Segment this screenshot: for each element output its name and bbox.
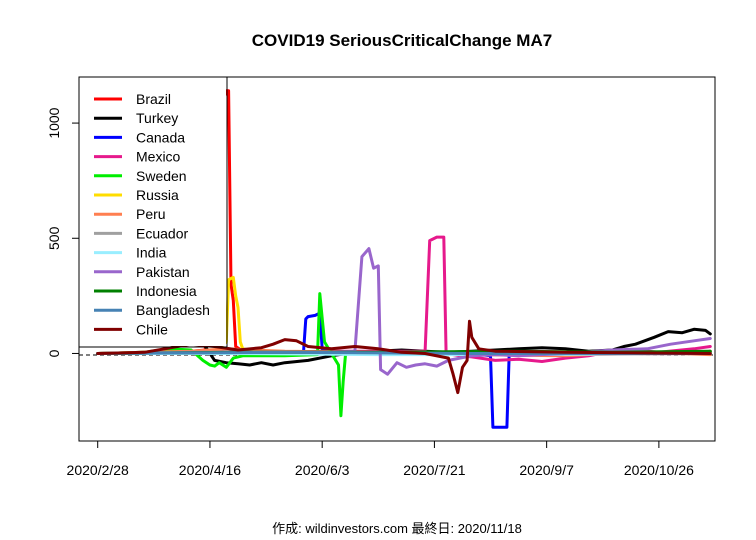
legend-label-mexico: Mexico <box>136 149 181 165</box>
legend-background <box>80 78 226 346</box>
plot-frame <box>78 76 716 442</box>
x-tick-label: 2020/6/3 <box>295 462 350 478</box>
legend-label-russia: Russia <box>136 187 179 203</box>
legend-label-ecuador: Ecuador <box>136 225 188 241</box>
y-axis: 0 500 1000 <box>46 107 79 357</box>
legend-label-turkey: Turkey <box>136 110 178 126</box>
x-tick-label: 2020/10/26 <box>624 462 694 478</box>
series-layer <box>96 89 712 429</box>
chart-caption: 作成: wildinvestors.com 最終日: 2020/11/18 <box>272 521 522 536</box>
plot-area <box>78 76 716 442</box>
series-line-pakistan <box>96 247 712 376</box>
legend: Brazil Turkey Canada Mexico Sweden Russia Peru… <box>79 77 228 348</box>
x-axis: 2020/2/28 2020/4/16 2020/6/3 2020/7/21 2020/… <box>67 441 694 478</box>
y-tick-label: 1000 <box>46 107 62 138</box>
x-tick-label: 2020/9/7 <box>519 462 574 478</box>
legend-label-indonesia: Indonesia <box>136 283 197 299</box>
legend-label-chile: Chile <box>136 321 168 337</box>
series-line-sweden <box>96 292 712 418</box>
legend-label-bangladesh: Bangladesh <box>136 302 210 318</box>
legend-label-india: India <box>136 245 167 261</box>
legend-label-peru: Peru <box>136 206 166 222</box>
legend-label-pakistan: Pakistan <box>136 264 190 280</box>
x-tick-label: 2020/7/21 <box>403 462 465 478</box>
legend-label-brazil: Brazil <box>136 91 171 107</box>
y-tick-label: 500 <box>46 226 62 250</box>
legend-label-canada: Canada <box>136 129 185 145</box>
y-tick-label: 0 <box>46 349 62 357</box>
x-tick-label: 2020/2/28 <box>67 462 129 478</box>
series-line-chile <box>96 319 712 395</box>
legend-label-sweden: Sweden <box>136 168 187 184</box>
chart-title: COVID19 SeriousCriticalChange MA7 <box>252 31 552 50</box>
x-tick-label: 2020/4/16 <box>179 462 241 478</box>
